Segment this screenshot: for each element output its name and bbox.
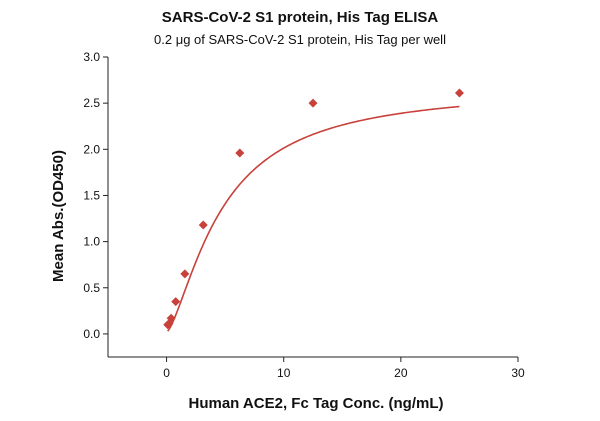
data-point [235,148,245,158]
data-point [166,313,176,323]
x-tick-label: 0 [163,366,170,380]
x-ticks: 0 10 20 30 [163,357,525,380]
data-points [163,88,464,330]
y-tick-label: 1.0 [83,235,100,249]
x-tick-label: 30 [511,366,525,380]
x-axis-label: Human ACE2, Fc Tag Conc. (ng/mL) [188,395,443,412]
y-tick-label: 1.5 [83,188,100,202]
y-tick-label: 0.0 [83,327,100,341]
axes [107,57,518,358]
y-ticks: 0.0 0.5 1.0 1.5 2.0 2.5 3.0 [83,50,108,341]
data-point [454,88,464,98]
x-tick-label: 10 [277,366,291,380]
x-tick-label: 20 [394,366,408,380]
y-axis-label: Mean Abs.(OD450) [50,150,67,282]
data-point [308,98,318,108]
data-point [171,297,181,307]
y-tick-label: 2.5 [83,96,100,110]
chart-subtitle: 0.2 μg of SARS-CoV-2 S1 protein, His Tag… [154,32,446,47]
data-point [180,269,190,279]
y-tick-label: 2.0 [83,142,100,156]
chart-title: SARS-CoV-2 S1 protein, His Tag ELISA [162,9,439,26]
data-point [198,220,208,230]
y-tick-label: 3.0 [83,50,100,64]
fit-curve [167,105,460,332]
y-tick-label: 0.5 [83,281,100,295]
